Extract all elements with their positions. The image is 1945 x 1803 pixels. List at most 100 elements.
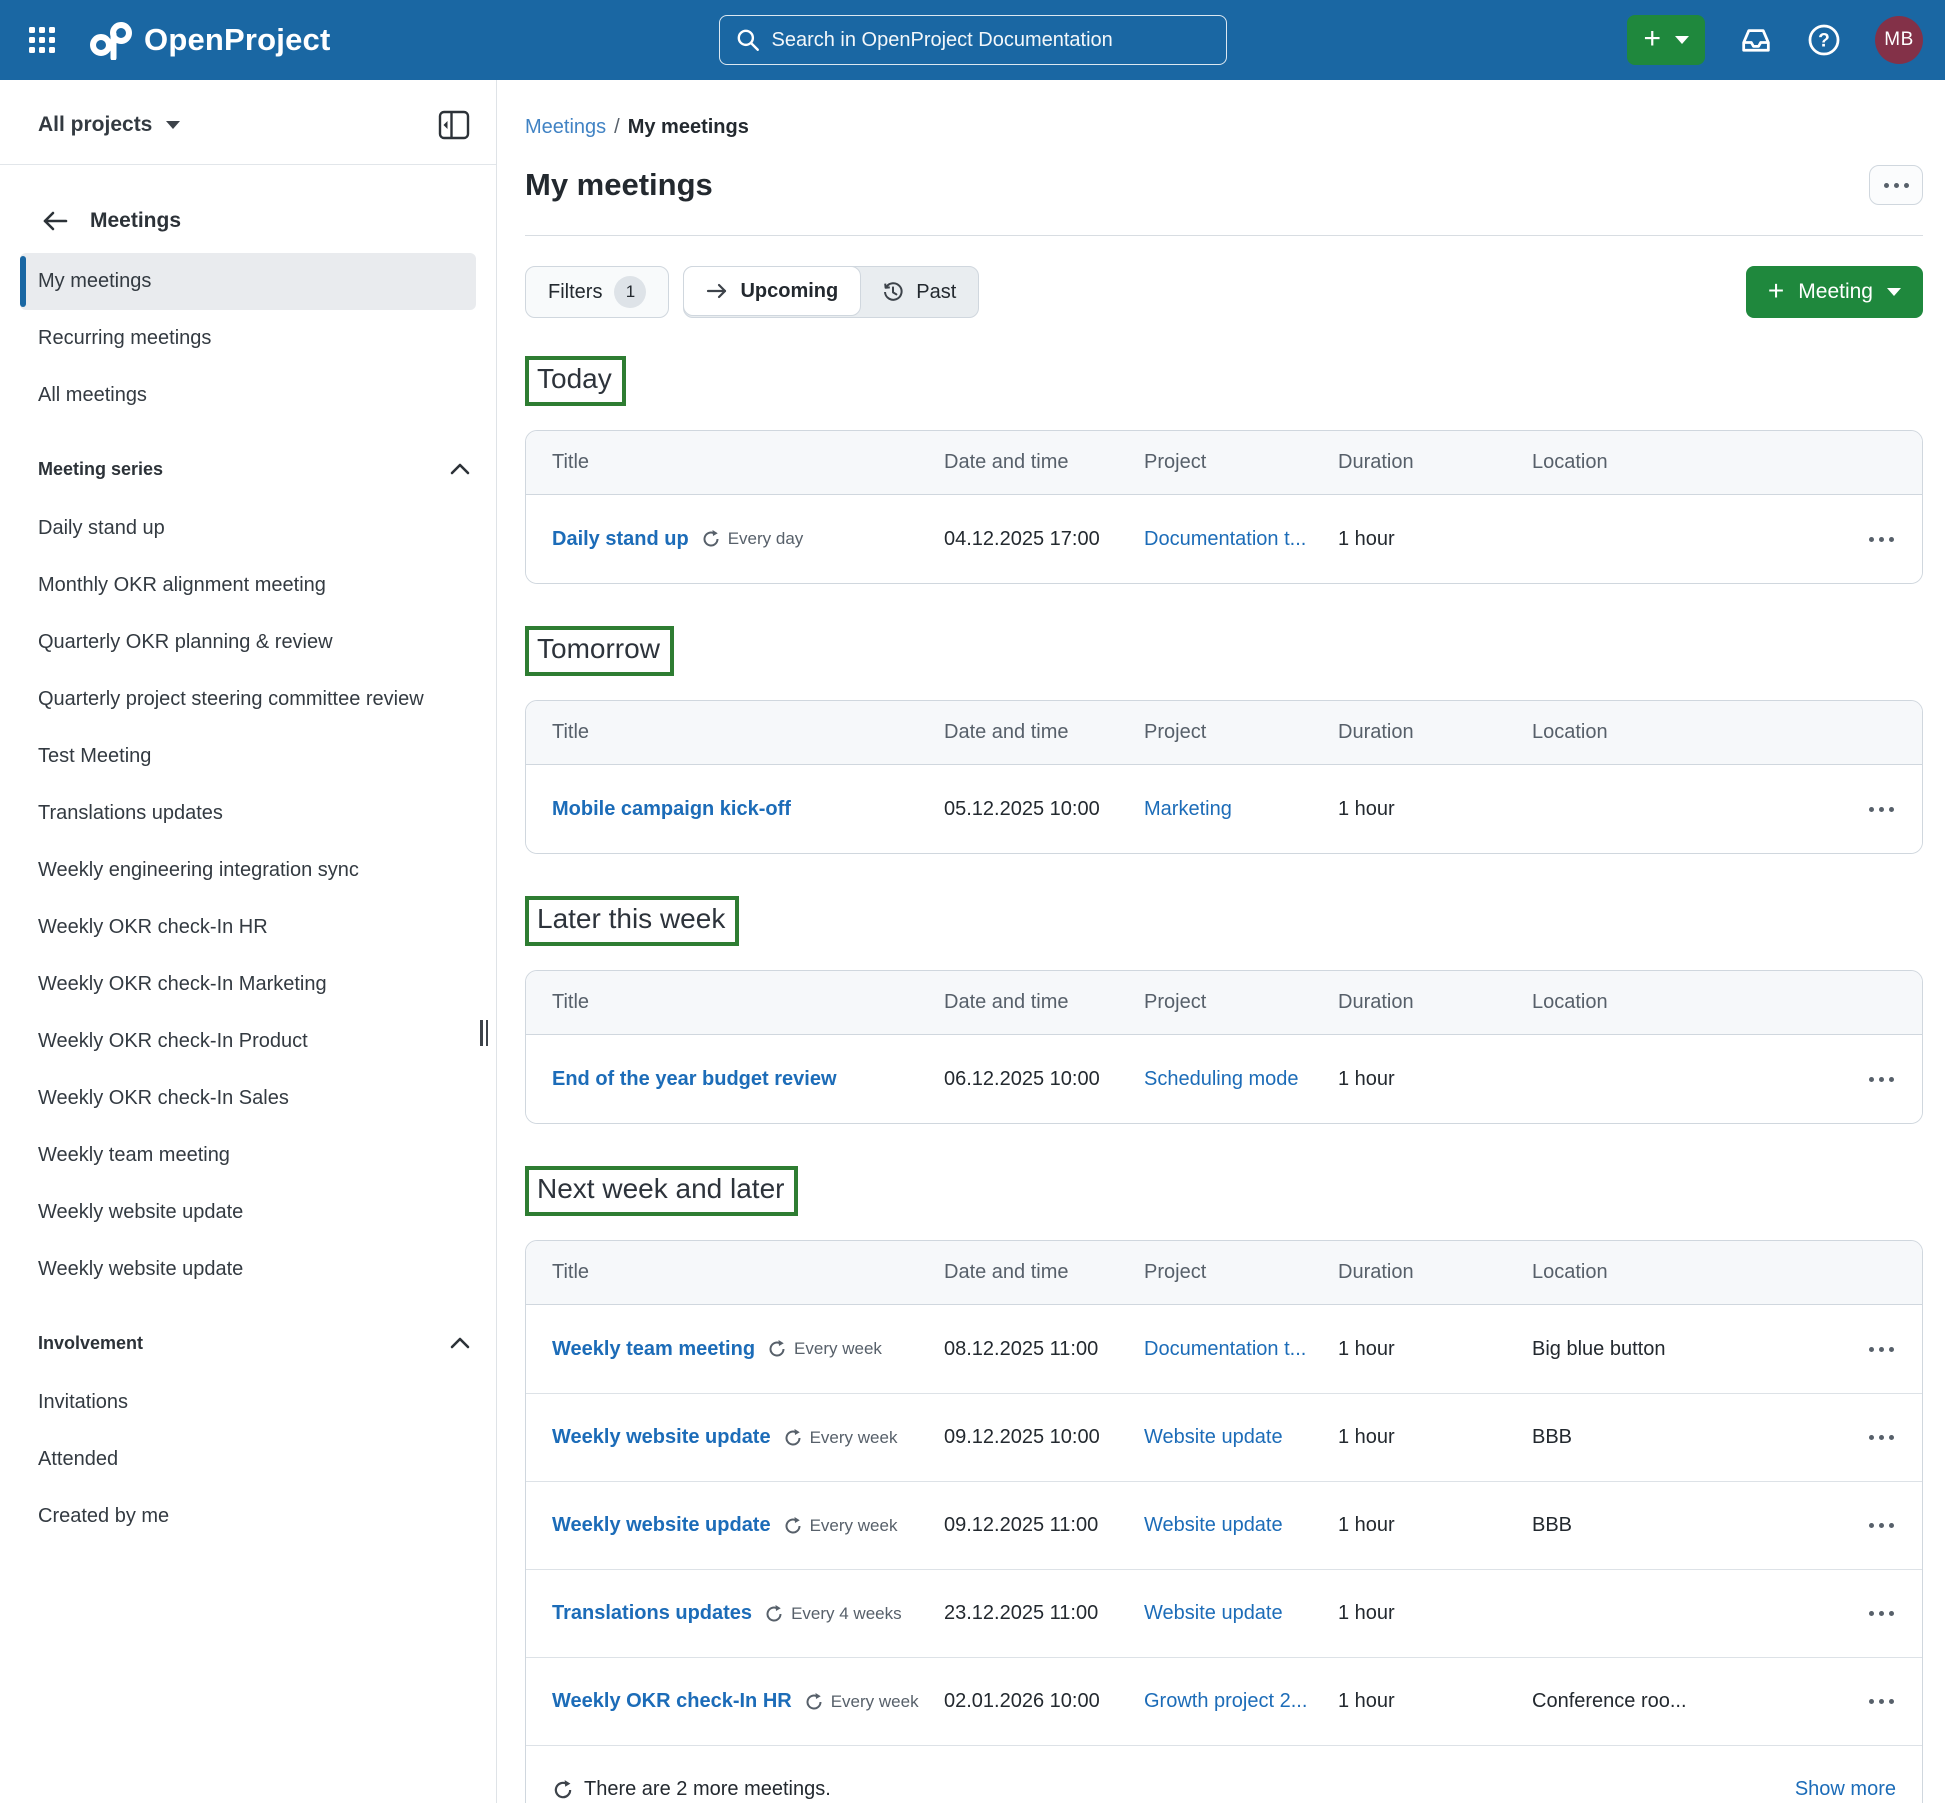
sidebar-resize-handle[interactable] [480,1020,492,1046]
sidebar-item-weekly-team-meeting[interactable]: Weekly team meeting [38,1144,230,1166]
meeting-title-link[interactable]: Translations updates [552,1602,753,1624]
kebab-icon [1869,1523,1894,1528]
sidebar-item-weekly-engineering-integration-sync[interactable]: Weekly engineering integration sync [38,859,359,881]
meeting-location: Big blue button [1532,1337,1666,1360]
project-link[interactable]: Website update [1144,1426,1283,1448]
recurrence-label: Every week [809,1515,898,1535]
col-title: Title [552,721,590,743]
search-input[interactable] [718,15,1227,65]
row-menu-button[interactable] [1867,801,1896,818]
meeting-title-link[interactable]: Weekly website update [552,1426,771,1448]
apps-grid-icon[interactable] [22,20,62,60]
row-menu-button[interactable] [1867,1605,1896,1622]
sidebar-nav-title: Meetings [90,209,182,232]
sidebar-item-attended[interactable]: Attended [38,1448,119,1470]
sidebar-item-recurring-meetings[interactable]: Recurring meetings [38,327,212,349]
meetings-table: Title Date and time Project Duration Loc… [525,430,1923,584]
project-link[interactable]: Scheduling mode [1144,1067,1299,1090]
caret-down-icon [166,121,181,129]
recurrence: Every day [701,529,803,549]
sidebar-item-created-by-me[interactable]: Created by me [38,1505,170,1527]
meeting-title-link[interactable]: End of the year budget review [552,1067,837,1090]
col-project: Project [1144,721,1207,743]
recurrence-label: Every 4 weeks [791,1603,902,1623]
notifications-inbox-button[interactable] [1739,23,1773,57]
sidebar-item-my-meetings[interactable]: My meetings [20,253,476,310]
sidebar-item-all-meetings[interactable]: All meetings [38,384,147,406]
sidebar-item-weekly-website-update[interactable]: Weekly website update [38,1258,244,1280]
page-title: My meetings [525,167,713,202]
help-button[interactable]: ? [1807,23,1841,57]
recurrence-label: Every week [830,1691,919,1711]
page-menu-button[interactable] [1869,165,1923,205]
sidebar-item-weekly-okr-check-in-hr[interactable]: Weekly OKR check-In HR [38,916,268,938]
col-location: Location [1532,991,1608,1013]
row-menu-button[interactable] [1867,1517,1896,1534]
meeting-datetime: 06.12.2025 10:00 [944,1067,1100,1090]
meeting-datetime: 04.12.2025 17:00 [944,527,1100,550]
project-link[interactable]: Documentation t... [1144,527,1307,550]
more-meetings-text: There are 2 more meetings. [584,1778,831,1800]
project-link[interactable]: Website update [1144,1514,1283,1536]
sidebar-item-quarterly-okr-planning-review[interactable]: Quarterly OKR planning & review [38,631,333,653]
sidebar-meeting-series-list: Daily stand up Monthly OKR alignment meet… [0,500,496,1298]
recurring-icon [703,530,719,547]
chevron-up-icon [450,463,470,475]
meeting-title-link[interactable]: Weekly team meeting [552,1337,756,1360]
meeting-title-link[interactable]: Daily stand up [552,527,689,550]
sidebar-item-invitations[interactable]: Invitations [38,1391,129,1413]
kebab-icon [1869,1699,1894,1704]
meeting-title-link[interactable]: Mobile campaign kick-off [552,797,791,820]
sidebar-section-involvement[interactable]: Involvement [38,1318,470,1368]
table-row: End of the year budget review 06.12.2025… [526,1035,1922,1123]
row-menu-button[interactable] [1867,1071,1896,1088]
sidebar-item-weekly-website-update[interactable]: Weekly website update [38,1201,244,1223]
table-row: Weekly website update Every week 09.12.2… [526,1393,1922,1481]
col-duration: Duration [1338,1261,1414,1283]
recurrence: Every 4 weeks [764,1604,902,1624]
global-add-button[interactable]: + [1627,15,1705,65]
table-header-row: Title Date and time Project Duration Loc… [526,1241,1922,1305]
sidebar-item-test-meeting[interactable]: Test Meeting [38,745,152,767]
filters-button[interactable]: Filters 1 [525,266,670,318]
meeting-title-link[interactable]: Weekly website update [552,1514,771,1536]
row-menu-button[interactable] [1867,1429,1896,1446]
recurring-icon [785,1516,801,1533]
header-divider [525,235,1923,236]
sidebar-item-monthly-okr-alignment-meeting[interactable]: Monthly OKR alignment meeting [38,574,326,596]
sidebar-item-quarterly-project-steering-committee-review[interactable]: Quarterly project steering committee rev… [38,688,424,710]
sidebar-section-meeting-series[interactable]: Meeting series [38,444,470,494]
new-meeting-button[interactable]: + Meeting [1745,266,1923,318]
tab-past[interactable]: Past [860,267,978,317]
user-avatar[interactable]: MB [1875,16,1923,64]
project-link[interactable]: Documentation t... [1144,1337,1307,1360]
table-row: Weekly team meeting Every week 08.12.202… [526,1305,1922,1393]
project-link[interactable]: Marketing [1144,797,1232,820]
project-link[interactable]: Growth project 2... [1144,1690,1308,1712]
sidebar-item-daily-stand-up[interactable]: Daily stand up [38,517,165,539]
plus-icon: + [1643,21,1661,55]
caret-down-icon [1887,288,1901,296]
tab-upcoming[interactable]: Upcoming [683,266,862,316]
col-datetime: Date and time [944,721,1069,743]
project-filter-dropdown[interactable]: All projects [38,113,153,136]
show-more-link[interactable]: Show more [1794,1778,1896,1800]
meeting-duration: 1 hour [1338,797,1395,820]
meeting-title-link[interactable]: Weekly OKR check-In HR [552,1690,792,1712]
sidebar-item-weekly-okr-check-in-sales[interactable]: Weekly OKR check-In Sales [38,1087,289,1109]
collapse-sidebar-button[interactable] [438,110,470,140]
col-title: Title [552,451,590,473]
row-menu-button[interactable] [1867,1693,1896,1710]
back-arrow-button[interactable] [42,210,68,232]
project-link[interactable]: Website update [1144,1602,1283,1624]
row-menu-button[interactable] [1867,531,1896,548]
meeting-duration: 1 hour [1338,1426,1395,1448]
row-menu-button[interactable] [1867,1341,1896,1358]
sidebar-item-weekly-okr-check-in-marketing[interactable]: Weekly OKR check-In Marketing [38,973,327,995]
table-header-row: Title Date and time Project Duration Loc… [526,431,1922,495]
breadcrumb-meetings-link[interactable]: Meetings [525,116,607,138]
openproject-logo[interactable]: OpenProject [88,20,331,60]
sidebar-item-translations-updates[interactable]: Translations updates [38,802,223,824]
section-heading: Later this week [537,903,726,934]
sidebar-item-weekly-okr-check-in-product[interactable]: Weekly OKR check-In Product [38,1030,308,1052]
